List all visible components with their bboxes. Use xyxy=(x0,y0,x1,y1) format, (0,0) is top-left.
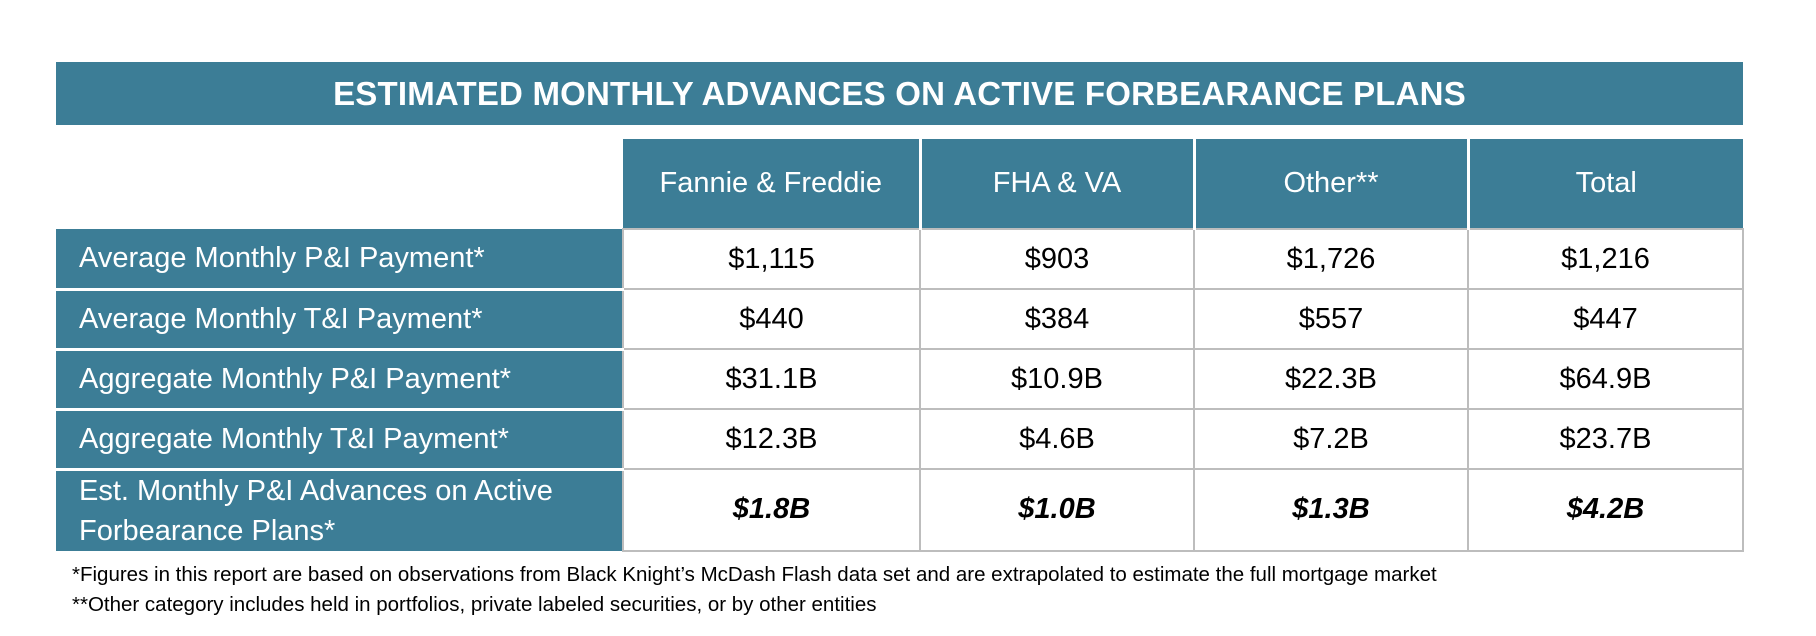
table-cell: $22.3B xyxy=(1193,348,1469,410)
table-row: Aggregate Monthly T&I Payment* $12.3B $4… xyxy=(56,408,1744,471)
table-cell: $4.6B xyxy=(919,408,1195,470)
row-label: Aggregate Monthly T&I Payment* xyxy=(56,409,623,471)
table-cell: $7.2B xyxy=(1193,408,1469,470)
table-cell: $1,216 xyxy=(1467,228,1744,290)
table-cell: $23.7B xyxy=(1467,408,1744,470)
header-corner xyxy=(56,139,623,229)
table-cell-summary: $1.8B xyxy=(622,468,921,552)
table-cell: $440 xyxy=(622,288,921,350)
table-cell: $1,115 xyxy=(622,228,921,290)
row-label: Average Monthly P&I Payment* xyxy=(56,229,623,291)
footnote-figures: *Figures in this report are based on obs… xyxy=(72,563,1437,586)
forbearance-advances-table: Fannie & Freddie FHA & VA Other** Total … xyxy=(56,139,1744,552)
header-row: Fannie & Freddie FHA & VA Other** Total xyxy=(56,139,1743,229)
table-cell-summary: $1.0B xyxy=(919,468,1195,552)
column-header-fha-va: FHA & VA xyxy=(918,139,1194,229)
table-row: Average Monthly T&I Payment* $440 $384 $… xyxy=(56,288,1744,351)
table-cell-summary: $4.2B xyxy=(1467,468,1744,552)
footnotes: *Figures in this report are based on obs… xyxy=(72,560,1772,620)
row-label: Aggregate Monthly P&I Payment* xyxy=(56,349,623,411)
table-row: Aggregate Monthly P&I Payment* $31.1B $1… xyxy=(56,348,1744,411)
table-row: Average Monthly P&I Payment* $1,115 $903… xyxy=(56,228,1744,291)
column-header-fannie-freddie: Fannie & Freddie xyxy=(623,139,920,229)
table-cell: $903 xyxy=(919,228,1195,290)
table-cell: $10.9B xyxy=(919,348,1195,410)
table-title: ESTIMATED MONTHLY ADVANCES ON ACTIVE FOR… xyxy=(56,62,1743,125)
row-label: Average Monthly T&I Payment* xyxy=(56,289,623,351)
table-cell: $64.9B xyxy=(1467,348,1744,410)
column-header-total: Total xyxy=(1466,139,1743,229)
table-cell: $12.3B xyxy=(622,408,921,470)
row-label: Est. Monthly P&I Advances on Active Forb… xyxy=(56,469,623,551)
table-row-summary: Est. Monthly P&I Advances on Active Forb… xyxy=(56,468,1744,552)
footnote-other-category: **Other category includes held in portfo… xyxy=(72,593,877,616)
column-header-other: Other** xyxy=(1192,139,1468,229)
table-cell: $1,726 xyxy=(1193,228,1469,290)
table-cell-summary: $1.3B xyxy=(1193,468,1469,552)
table-cell: $447 xyxy=(1467,288,1744,350)
table-cell: $31.1B xyxy=(622,348,921,410)
table-cell: $557 xyxy=(1193,288,1469,350)
table-cell: $384 xyxy=(919,288,1195,350)
